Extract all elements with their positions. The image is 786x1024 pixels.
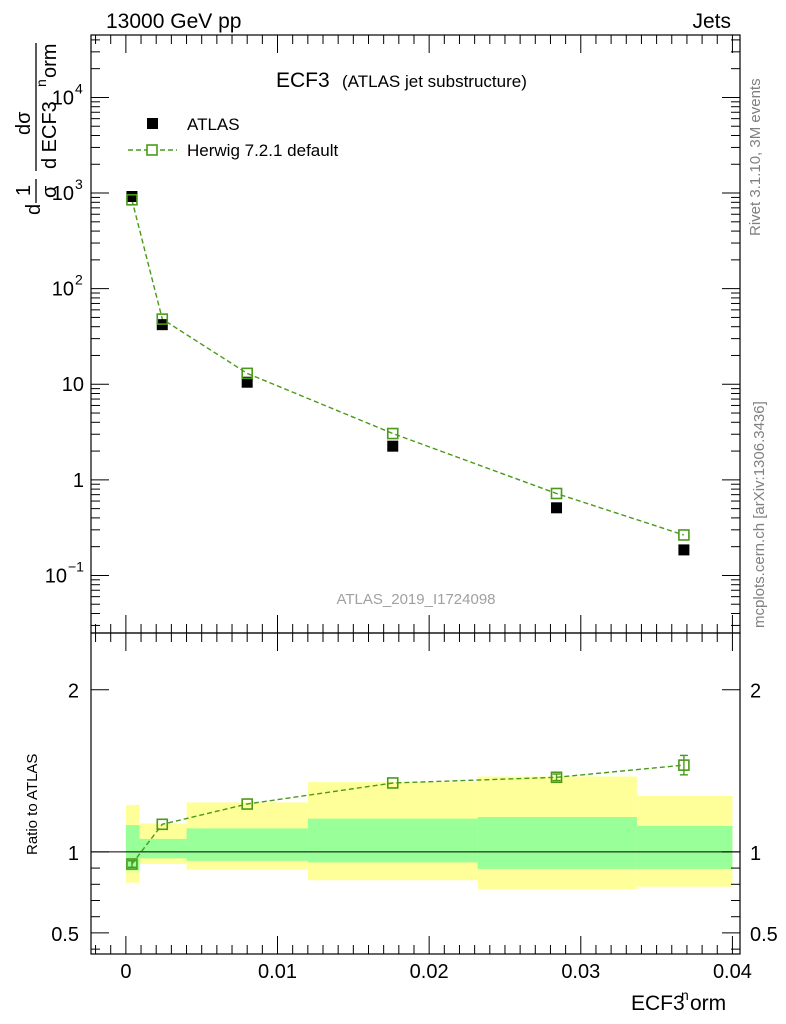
ylabel-num-top: dσ	[13, 111, 35, 135]
ratio-frame	[90, 632, 741, 955]
ylabel-lead-d: d	[23, 204, 45, 215]
main-subtitle: (ATLAS jet substructure)	[342, 72, 527, 91]
main-y-tick-label: 1	[73, 470, 84, 492]
ylabel-num-bottom: d ECF3	[39, 101, 61, 169]
main-y-tick-label-base: 10	[45, 565, 67, 587]
ratio-y-tick-label: 1	[68, 843, 79, 865]
ratio-axis-ticks: 0.5 0.5 1 1 2 2 0 0.01 0.02 0.03 0.04	[51, 633, 778, 983]
main-y-axis-label: d 1 σ dσ d ECF3 n orm	[13, 43, 61, 215]
ylabel-num-tail: orm	[39, 44, 61, 78]
xlabel-base: ECF3	[631, 992, 685, 1015]
header-left-label: 13000 GeV pp	[106, 10, 241, 33]
main-y-tick-label-base: 10	[52, 183, 74, 205]
ratio-inner-band	[477, 817, 637, 869]
herwig-series-line	[131, 199, 685, 536]
ratio-data-point	[386, 777, 399, 789]
legend-atlas-marker	[147, 118, 158, 129]
ratio-y-tick-label-right: 0.5	[750, 924, 778, 946]
herwig-data-point	[678, 529, 690, 541]
x-tick-label: 0.03	[561, 961, 600, 983]
x-axis-label: ECF3 n orm	[631, 987, 726, 1015]
x-tick-label: 0.01	[258, 961, 297, 983]
main-y-tick-label-exp: 2	[75, 272, 83, 288]
main-y-tick-label-exp: −1	[68, 558, 84, 574]
ylabel-frac-top: 1	[13, 185, 35, 196]
watermark-label: ATLAS_2019_I1724098	[336, 591, 495, 608]
ratio-data-point	[550, 771, 563, 784]
ratio-data-point	[678, 759, 690, 771]
ratio-uncertainty-bands	[91, 776, 740, 890]
main-y-tick-label-exp: 3	[75, 176, 83, 192]
main-title: ECF3	[276, 69, 330, 92]
legend-herwig-label: Herwig 7.2.1 default	[187, 141, 338, 160]
ratio-inner-band	[186, 828, 308, 861]
rivet-version-label: Rivet 3.1.10, 3M events	[747, 78, 764, 236]
ratio-y-tick-label: 0.5	[51, 924, 79, 946]
ratio-y-tick-label: 2	[68, 681, 79, 703]
header-right-label: Jets	[692, 10, 731, 33]
herwig-data-point	[386, 427, 399, 440]
ratio-data-marks	[126, 754, 690, 870]
ratio-panel: 0.5 0.5 1 1 2 2 0 0.01 0.02 0.03 0.04 Ratio to ATL…	[24, 632, 778, 1015]
ratio-data-point	[126, 858, 138, 870]
ratio-inner-band	[636, 825, 733, 869]
atlas-data-point	[678, 544, 690, 556]
ratio-inner-band	[139, 838, 187, 859]
main-data-marks	[126, 191, 690, 556]
herwig-data-point	[550, 487, 563, 500]
main-y-tick-label-base: 10	[52, 279, 74, 301]
legend-herwig-marker	[146, 144, 158, 156]
atlas-data-point	[387, 440, 399, 452]
mcplots-label: mcplots.cern.ch [arXiv:1306.3436]	[751, 401, 768, 628]
herwig-data-point	[156, 313, 169, 325]
ratio-data-point	[156, 818, 169, 831]
ratio-data-point	[241, 798, 253, 810]
atlas-data-point	[551, 502, 563, 514]
ratio-series-line	[131, 764, 684, 865]
atlas-data-point	[126, 191, 138, 203]
ylabel-frac-bottom: σ	[39, 185, 61, 198]
main-y-tick-label-base: 10	[52, 87, 74, 109]
main-y-tick-label-exp: 4	[75, 80, 83, 96]
herwig-data-point	[126, 193, 138, 206]
x-tick-label: 0.04	[713, 961, 752, 983]
ratio-y-tick-label-right: 2	[750, 681, 761, 703]
x-tick-label: 0.02	[410, 961, 449, 983]
atlas-data-point	[241, 376, 253, 388]
ratio-inner-band	[307, 818, 478, 863]
xlabel-sup: n	[681, 987, 689, 1003]
ylabel-num-sup: n	[33, 79, 49, 87]
herwig-data-point	[241, 367, 253, 380]
main-y-tick-label: 10	[62, 374, 84, 396]
legend: ATLAS Herwig 7.2.1 default	[128, 115, 338, 160]
ratio-y-tick-label-right: 1	[750, 843, 761, 865]
ratio-y-axis-label: Ratio to ATLAS	[24, 754, 41, 855]
main-panel: ECF3 (ATLAS jet substructure) ATLAS_2019…	[13, 34, 741, 634]
legend-atlas-label: ATLAS	[187, 115, 240, 134]
x-tick-label: 0	[120, 961, 131, 983]
xlabel-tail: orm	[690, 992, 726, 1015]
